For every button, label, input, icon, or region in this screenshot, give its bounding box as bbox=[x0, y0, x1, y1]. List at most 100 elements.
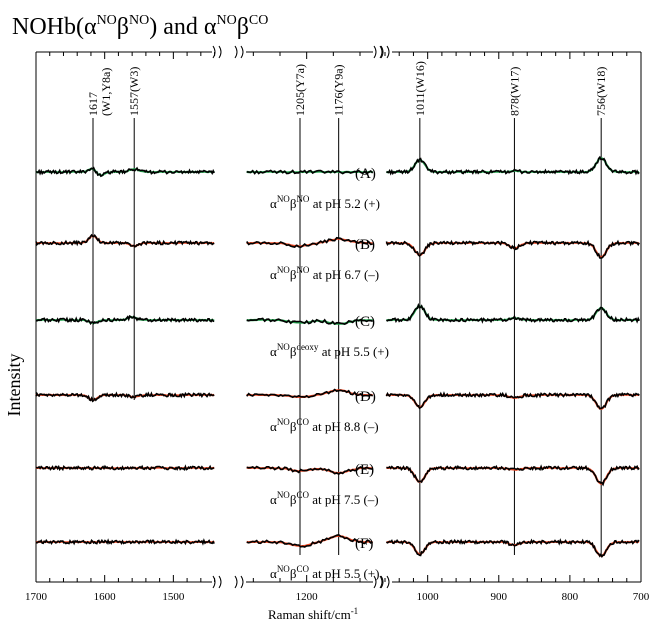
trace-condition: αNOβCO at pH 7.5 (–) bbox=[270, 490, 379, 507]
trace-letter: (D) bbox=[355, 389, 376, 405]
cond-alpha: α bbox=[270, 267, 277, 282]
cond-sup-alpha: NO bbox=[277, 564, 290, 574]
trace-letter: (F) bbox=[355, 536, 373, 552]
x-axis-label-sup: -1 bbox=[351, 606, 359, 616]
plot-frame bbox=[35, 45, 642, 589]
cond-alpha: α bbox=[270, 196, 277, 211]
peak-marker-label-main: 1557(W3) bbox=[127, 67, 141, 116]
axis-break-mark bbox=[240, 45, 244, 59]
peak-marker-label-main: 756(W18) bbox=[594, 67, 608, 116]
axis-break-mark bbox=[218, 575, 222, 589]
axis-break-mark bbox=[386, 575, 390, 589]
spectrum-observed-trace bbox=[35, 533, 640, 558]
x-axis-label: Raman shift/cm-1 bbox=[268, 606, 358, 622]
x-tick-label: 800 bbox=[562, 591, 579, 603]
x-tick-label: 1000 bbox=[417, 591, 440, 603]
title-mid-2: ) and α bbox=[149, 14, 217, 40]
cond-sup-alpha: NO bbox=[277, 490, 290, 500]
cond-ph: at pH 6.7 (–) bbox=[309, 267, 379, 282]
spectrum-fit-trace bbox=[35, 234, 640, 259]
peak-marker-label: 756(W18) bbox=[594, 67, 608, 116]
cond-sup-beta: deoxy bbox=[296, 342, 318, 352]
axis-break-mark bbox=[218, 45, 222, 59]
spectrum-fit-trace bbox=[35, 156, 640, 177]
title-sup-2: NO bbox=[129, 13, 149, 28]
peak-marker-label-sub: (W1,Y8a) bbox=[99, 68, 113, 116]
peak-marker-label: 878(W17) bbox=[507, 67, 521, 116]
figure-title: NOHb(αNOβNO) and αNOβCO bbox=[12, 13, 268, 40]
spectrum-observed-trace bbox=[35, 388, 640, 410]
cond-sup-beta: CO bbox=[296, 490, 309, 500]
peak-marker-label: 1617 bbox=[86, 92, 100, 116]
spectrum-observed-trace bbox=[35, 155, 640, 178]
cond-sup-alpha: NO bbox=[277, 194, 290, 204]
x-tick-label: 900 bbox=[491, 591, 508, 603]
title-sup-3: NO bbox=[216, 13, 236, 28]
cond-ph: at pH 7.5 (–) bbox=[309, 492, 379, 507]
cond-sup-alpha: NO bbox=[277, 417, 290, 427]
cond-beta: β bbox=[290, 196, 297, 211]
axis-break-mark bbox=[373, 575, 377, 589]
cond-alpha: α bbox=[270, 566, 277, 581]
trace-letter: (C) bbox=[355, 314, 375, 330]
cond-beta: β bbox=[290, 492, 297, 507]
trace-letter: (B) bbox=[355, 237, 375, 253]
spectrum-observed-trace bbox=[35, 233, 640, 259]
peak-marker-label-main: 1176(Y9a) bbox=[332, 64, 346, 116]
trace-labels: (A)αNOβNO at pH 5.2 (+)(B)αNOβNO at pH 6… bbox=[270, 166, 389, 581]
axis-break-mark bbox=[240, 575, 244, 589]
spectrum-fit-trace bbox=[35, 534, 640, 558]
cond-beta: β bbox=[290, 566, 297, 581]
spectra-traces bbox=[35, 155, 640, 558]
peak-marker-label-main: 1617 bbox=[86, 92, 100, 116]
peak-marker-label: 1011(W16) bbox=[413, 61, 427, 116]
x-tick-label: 700 bbox=[633, 591, 649, 603]
x-tick-label: 1600 bbox=[94, 591, 117, 603]
cond-sup-beta: CO bbox=[296, 564, 309, 574]
title-prefix: NOHb(α bbox=[12, 14, 97, 40]
trace-condition: αNOβNO at pH 6.7 (–) bbox=[270, 265, 379, 282]
peak-marker-label: 1205(Y7a) bbox=[293, 64, 307, 116]
spectrum-observed-trace bbox=[35, 464, 640, 487]
cond-alpha: α bbox=[270, 492, 277, 507]
trace-letter: (A) bbox=[355, 166, 376, 182]
spectrum-fit-trace bbox=[35, 465, 640, 485]
peak-marker-label: 1176(Y9a) bbox=[332, 64, 346, 116]
axis-break-mark bbox=[379, 575, 383, 589]
trace-condition: αNOβNO at pH 5.2 (+) bbox=[270, 194, 380, 211]
trace-condition: αNOβCO at pH 8.8 (–) bbox=[270, 417, 379, 434]
cond-ph: at pH 5.5 (+) bbox=[318, 344, 389, 359]
axis-break-mark bbox=[234, 575, 238, 589]
spectrum-fit-trace bbox=[35, 388, 640, 410]
x-tick-label: 1700 bbox=[25, 591, 48, 603]
axis-break-mark bbox=[234, 45, 238, 59]
cond-ph: at pH 8.8 (–) bbox=[309, 419, 379, 434]
axis-break-mark bbox=[373, 45, 377, 59]
trace-condition: αNOβdeoxy at pH 5.5 (+) bbox=[270, 342, 389, 359]
cond-beta: β bbox=[290, 267, 297, 282]
cond-ph: at pH 5.2 (+) bbox=[309, 196, 380, 211]
spectrum-observed-trace bbox=[35, 302, 640, 326]
spectrum-fit-trace bbox=[35, 304, 640, 325]
x-tick-label: 1500 bbox=[162, 591, 185, 603]
title-sup-4: CO bbox=[249, 13, 268, 28]
peak-marker-label-main: 1205(Y7a) bbox=[293, 64, 307, 116]
title-mid-1: β bbox=[117, 14, 129, 40]
trace-condition: αNOβCO at pH 5.5 (+) bbox=[270, 564, 379, 581]
cond-beta: β bbox=[290, 419, 297, 434]
axis-break-mark bbox=[379, 45, 383, 59]
title-mid-3: β bbox=[237, 14, 249, 40]
cond-sup-alpha: NO bbox=[277, 265, 290, 275]
axis-break-mark bbox=[380, 575, 384, 589]
cond-alpha: α bbox=[270, 344, 277, 359]
x-axis-label-text: Raman shift/cm bbox=[268, 607, 351, 622]
axis-break-mark bbox=[380, 45, 384, 59]
cond-sup-beta: NO bbox=[296, 194, 309, 204]
cond-sup-beta: NO bbox=[296, 265, 309, 275]
cond-ph: at pH 5.5 (+) bbox=[309, 566, 380, 581]
cond-beta: β bbox=[290, 344, 297, 359]
y-axis-label: Intensity bbox=[4, 354, 24, 417]
x-tick-labels: 1700 1600 1500 1200 1000 900 800 700 bbox=[25, 591, 649, 603]
peak-marker-label-main: 878(W17) bbox=[507, 67, 521, 116]
